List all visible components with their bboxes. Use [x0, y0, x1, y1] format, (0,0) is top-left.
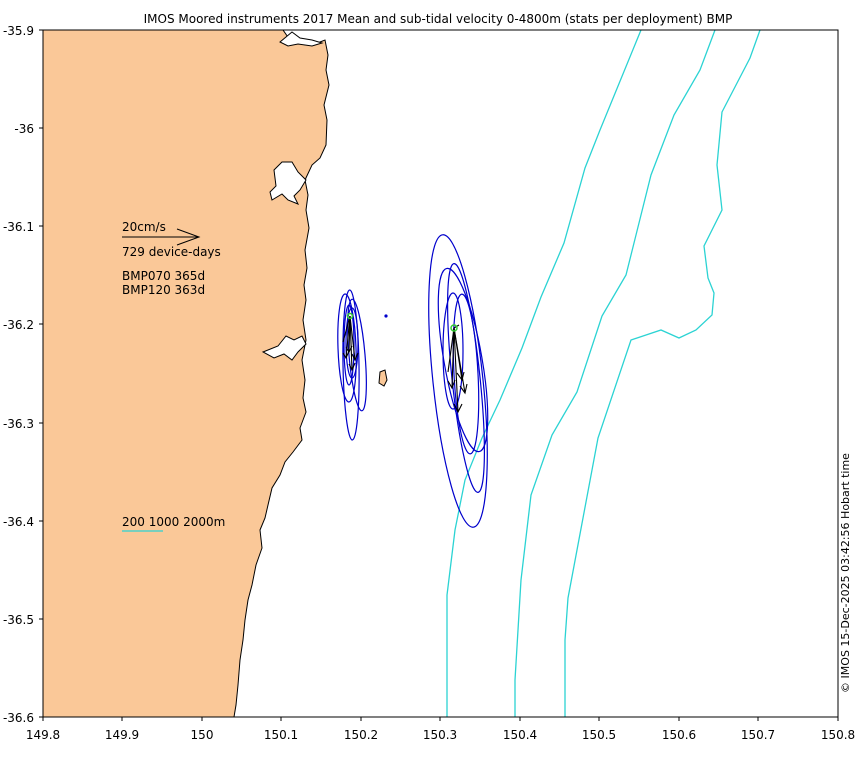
- bmp070-ellipse-5: [343, 304, 355, 386]
- outlier-dot: [384, 314, 388, 318]
- x-axis: 149.8 149.9 150 150.1 150.2 150.3 150.4 …: [26, 717, 855, 742]
- island: [378, 369, 388, 387]
- isobath-200m: [446, 29, 642, 717]
- bmp070-vectors: [342, 315, 359, 372]
- deployment-bmp070: BMP070 365d: [122, 269, 205, 283]
- x-tick-label: 149.9: [105, 728, 139, 742]
- inlet-north: [279, 31, 324, 47]
- x-tick-label: 150: [191, 728, 214, 742]
- y-tick-label: -35.9: [3, 24, 34, 38]
- y-tick-label: -36.1: [3, 220, 34, 234]
- isobath-1000m: [514, 29, 716, 717]
- inlet-mid: [269, 161, 307, 205]
- plot-area: 20cm/s 729 device-days BMP070 365d BMP12…: [42, 29, 839, 718]
- x-tick-label: 150.3: [423, 728, 457, 742]
- y-tick-label: -36.3: [3, 417, 34, 431]
- y-tick-label: -36.4: [3, 515, 34, 529]
- bmp070-mean-marker: [346, 312, 354, 320]
- credit-text: © IMOS 15-Dec-2025 03:42:56 Hobart time: [839, 453, 852, 693]
- x-tick-label: 150.7: [741, 728, 775, 742]
- bmp120-mean-marker: [450, 324, 458, 332]
- bmp070-ellipses: [337, 289, 367, 441]
- isobath-legend-label: 200 1000 2000m: [122, 515, 225, 529]
- bmp070-ellipse-1: [342, 289, 360, 441]
- y-tick-label: -36.5: [3, 613, 34, 627]
- isobath-lines: [446, 29, 761, 717]
- bmp120-ellipse-4: [452, 293, 480, 455]
- bmp120-vectors: [447, 324, 468, 414]
- x-tick-label: 150.5: [582, 728, 616, 742]
- chart-title: IMOS Moored instruments 2017 Mean and su…: [144, 12, 733, 26]
- inlet-south: [261, 335, 307, 361]
- bmp120-ellipse-3: [437, 267, 489, 453]
- land-mass: [42, 29, 330, 718]
- x-tick-label: 150.6: [662, 728, 696, 742]
- device-days-label: 729 device-days: [122, 245, 221, 259]
- isobath-2000m: [564, 29, 761, 717]
- y-axis: -35.9 -36 -36.1 -36.2 -36.3 -36.4 -36.5 …: [3, 24, 43, 725]
- bmp120-ellipse-1: [428, 234, 488, 528]
- x-tick-label: 150.8: [821, 728, 855, 742]
- x-tick-label: 150.2: [344, 728, 378, 742]
- x-tick-label: 150.4: [503, 728, 537, 742]
- x-tick-label: 150.1: [264, 728, 298, 742]
- y-tick-label: -36.2: [3, 318, 34, 332]
- deployment-bmp120: BMP120 363d: [122, 283, 205, 297]
- y-tick-label: -36: [14, 122, 34, 136]
- bmp070-ellipse-3: [337, 293, 357, 403]
- scale-arrow-head: [176, 228, 201, 246]
- bmp120-ellipse-5: [442, 292, 464, 410]
- legend: 20cm/s 729 device-days BMP070 365d BMP12…: [122, 220, 225, 532]
- x-tick-label: 149.8: [26, 728, 60, 742]
- bmp070-ellipse-2: [347, 298, 367, 412]
- y-tick-label: -36.6: [3, 711, 34, 725]
- scale-label: 20cm/s: [122, 220, 166, 234]
